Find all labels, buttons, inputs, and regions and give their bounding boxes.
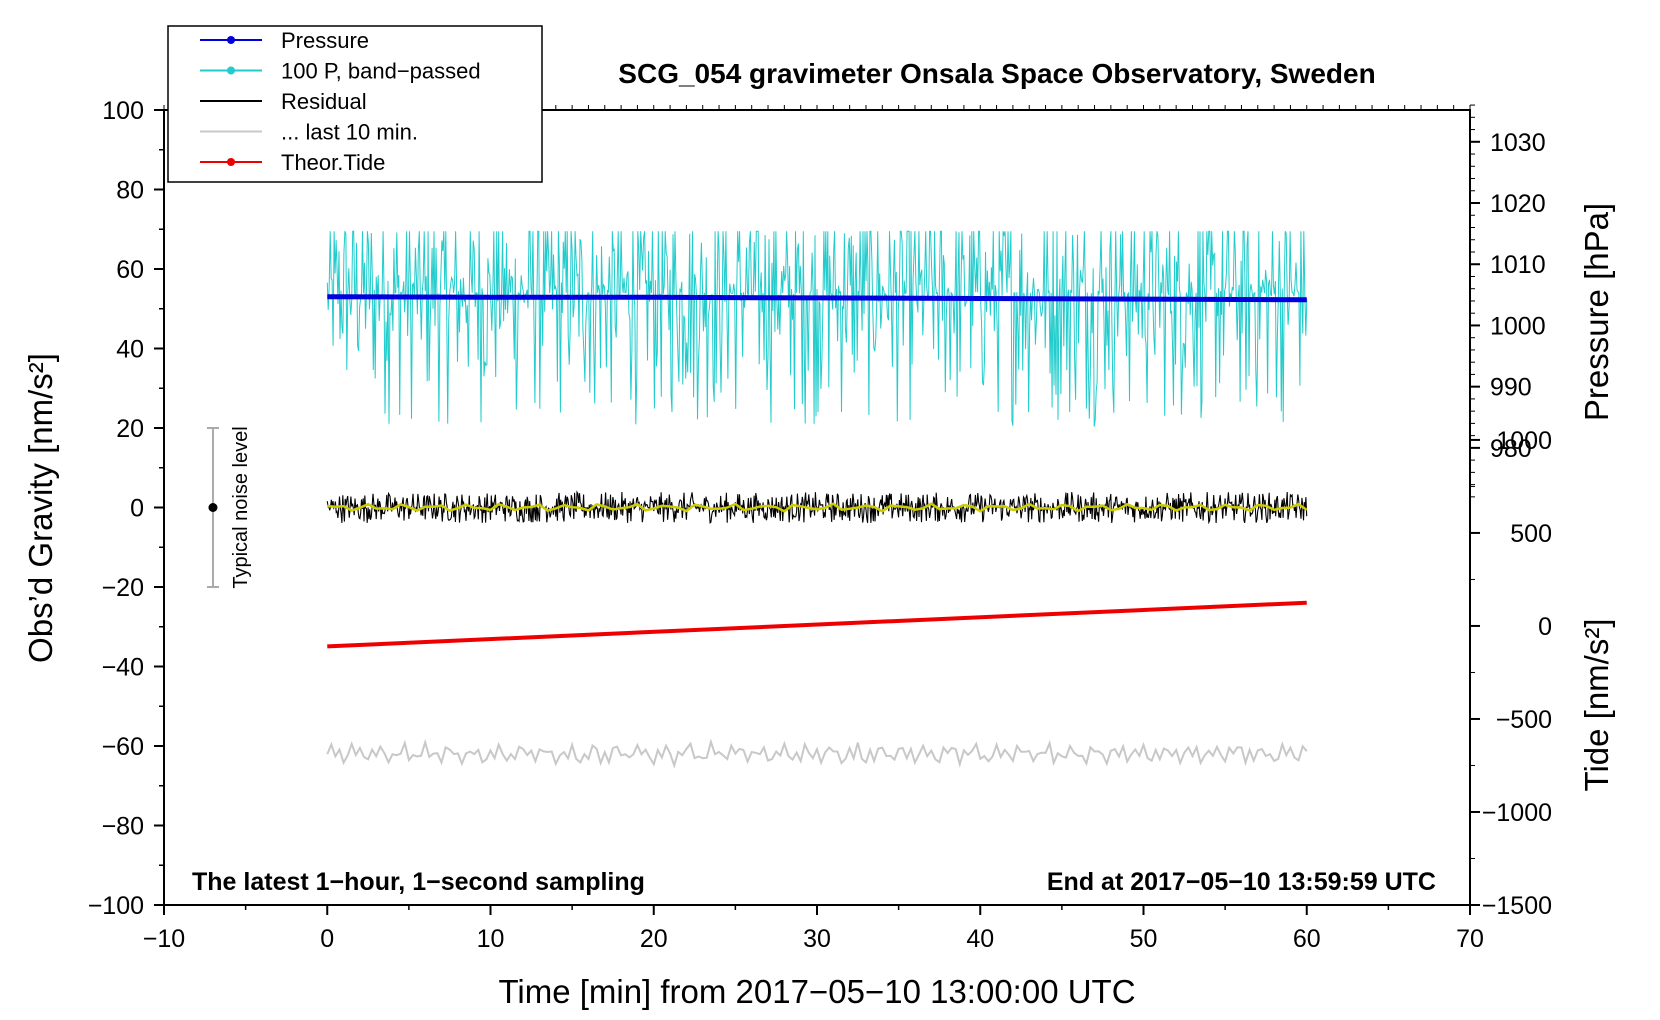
y-tick-label: 60 xyxy=(116,256,144,284)
y-tick-label: 20 xyxy=(116,415,144,443)
legend-items: Pressure 100 P, band−passed Residual ... la… xyxy=(200,28,481,175)
y-axis-label-left: Obs’d Gravity [nm/s²] xyxy=(22,353,59,663)
legend-label: Pressure xyxy=(281,28,369,53)
tick-labels: −10 0 10 20 30 40 50 60 70−100−80−60−40−20020406… xyxy=(88,97,1552,953)
noise-bar: Typical noise level xyxy=(206,426,252,589)
legend-label: 100 P, band−passed xyxy=(281,59,481,84)
y-axis-label-pressure: Pressure [hPa] xyxy=(1578,203,1615,421)
pressure-tick-label: 1020 xyxy=(1490,190,1546,218)
y-tick-label: 0 xyxy=(130,495,144,523)
y-tick-label: −100 xyxy=(88,892,144,920)
x-tick-label: 10 xyxy=(477,925,505,953)
legend: Pressure 100 P, band−passed Residual ... la… xyxy=(167,25,543,183)
tide-tick-label: 500 xyxy=(1510,520,1552,548)
series-theoretical-tide xyxy=(327,600,1307,649)
y-tick-label: −80 xyxy=(102,813,144,841)
pressure-tick-label: 1010 xyxy=(1490,251,1546,279)
series-band-passed-pressure xyxy=(326,230,1308,427)
series-residual xyxy=(326,490,1308,525)
pressure-tick-label: 1000 xyxy=(1490,312,1546,340)
x-tick-label: 30 xyxy=(803,925,831,953)
tide-tick-label: −1000 xyxy=(1482,799,1552,827)
y-tick-label: −20 xyxy=(102,574,144,602)
tide-tick-label: 0 xyxy=(1538,613,1552,641)
x-tick-label: 60 xyxy=(1293,925,1321,953)
y-axis-label-tide: Tide [nm/s²] xyxy=(1578,619,1615,792)
x-tick-label: −10 xyxy=(143,925,185,953)
series-last-10-min xyxy=(326,738,1308,769)
legend-marker xyxy=(227,66,235,75)
pressure-tick-label: 980 xyxy=(1490,435,1532,463)
noise-bar-label: Typical noise level xyxy=(230,426,252,588)
x-axis-label: Time [min] from 2017−05−10 13:00:00 UTC xyxy=(498,973,1135,1010)
x-tick-label: 20 xyxy=(640,925,668,953)
tide-tick-label: −1500 xyxy=(1482,892,1552,920)
tide-tick-label: 1000 xyxy=(1496,427,1552,455)
footer-left-note: The latest 1−hour, 1−second sampling xyxy=(192,868,645,896)
noise-bar-center xyxy=(208,503,218,512)
y-tick-label: −60 xyxy=(102,733,144,761)
legend-box xyxy=(167,25,543,183)
legend-label: ... last 10 min. xyxy=(281,120,418,145)
legend-label: Residual xyxy=(281,89,367,114)
legend-label: Theor.Tide xyxy=(281,150,385,175)
data-series xyxy=(326,230,1308,769)
x-tick-label: 0 xyxy=(320,925,334,953)
chart-title: SCG_054 gravimeter Onsala Space Observat… xyxy=(618,58,1375,89)
legend-marker xyxy=(227,158,235,166)
pressure-tick-label: 1030 xyxy=(1490,129,1546,157)
x-tick-label: 50 xyxy=(1130,925,1158,953)
footer-right-note: End at 2017−05−10 13:59:59 UTC xyxy=(1047,868,1436,896)
y-tick-label: 100 xyxy=(102,97,144,125)
y-tick-label: −40 xyxy=(102,654,144,682)
legend-marker xyxy=(227,36,235,44)
tide-tick-label: −500 xyxy=(1496,706,1552,734)
pressure-tick-label: 990 xyxy=(1490,374,1532,402)
y-tick-label: 40 xyxy=(116,336,144,364)
y-tick-label: 80 xyxy=(116,177,144,205)
plot-frame xyxy=(163,109,1471,906)
series-pressure xyxy=(327,294,1307,303)
series-residual-smoothed xyxy=(327,502,1308,513)
x-tick-label: 70 xyxy=(1456,925,1484,953)
x-tick-label: 40 xyxy=(966,925,994,953)
